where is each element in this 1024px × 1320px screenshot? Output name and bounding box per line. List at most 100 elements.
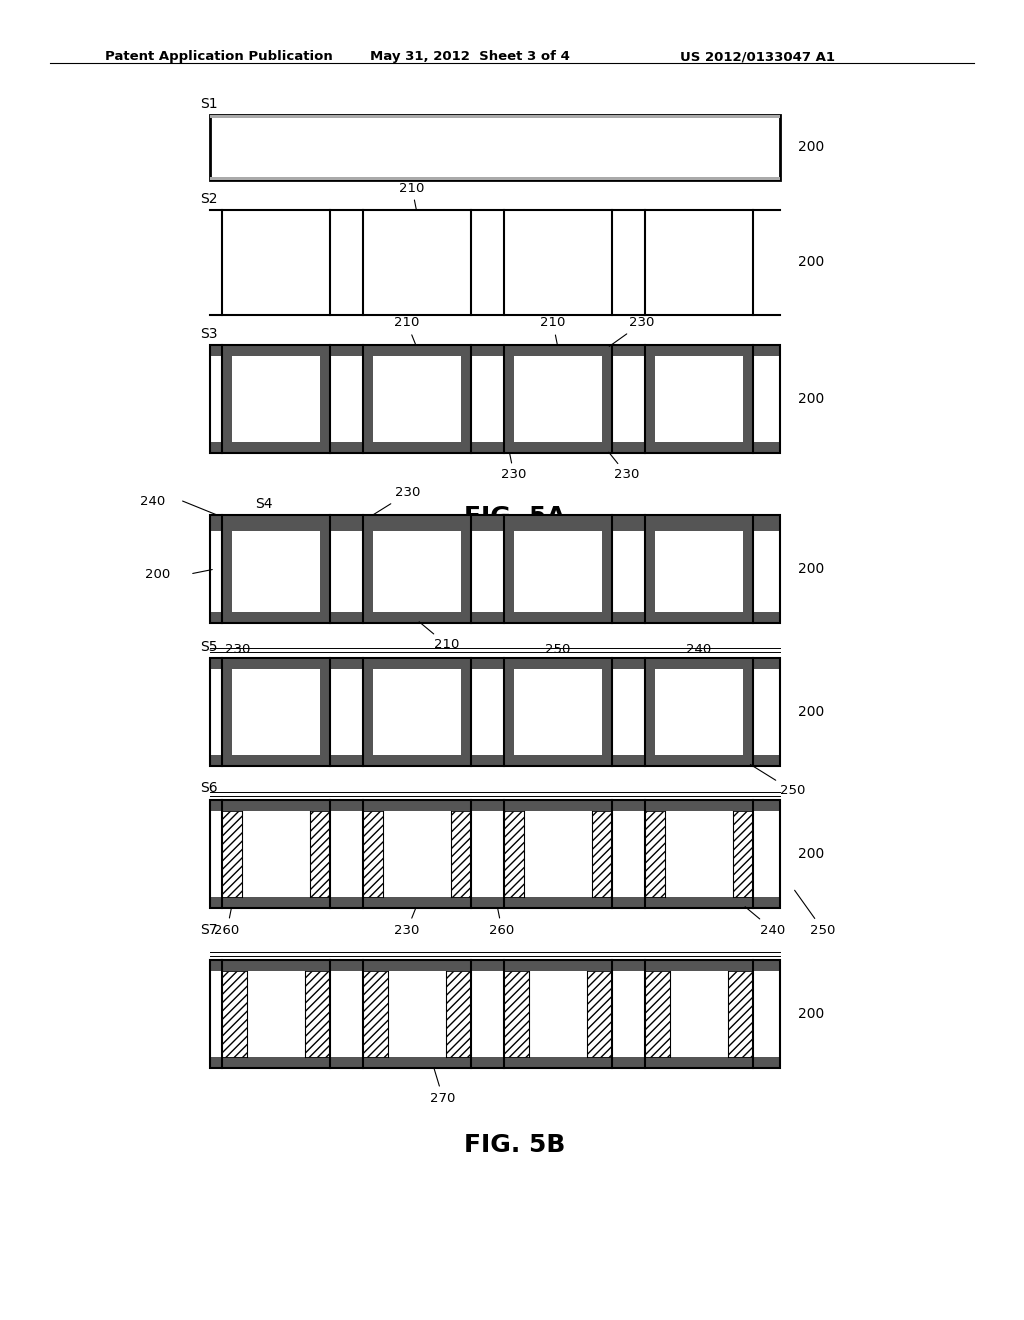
- Bar: [461, 345, 471, 453]
- Bar: [743, 657, 753, 766]
- Text: 230: 230: [371, 487, 421, 516]
- Text: S7: S7: [200, 923, 217, 937]
- Bar: [210, 515, 780, 623]
- Bar: [210, 612, 780, 623]
- Bar: [529, 972, 587, 1057]
- Text: 250: 250: [795, 890, 836, 936]
- Text: US 2012/0133047 A1: US 2012/0133047 A1: [680, 50, 835, 63]
- Bar: [373, 356, 461, 442]
- Bar: [362, 657, 373, 766]
- Bar: [319, 657, 330, 766]
- Bar: [655, 356, 743, 442]
- Text: 200: 200: [798, 562, 824, 576]
- Bar: [222, 520, 232, 623]
- Bar: [373, 531, 461, 612]
- Text: 200: 200: [798, 255, 824, 269]
- Text: S6: S6: [200, 781, 218, 795]
- Text: 250: 250: [751, 764, 806, 797]
- Bar: [305, 972, 330, 1057]
- Bar: [232, 356, 319, 442]
- Bar: [247, 972, 305, 1057]
- Text: May 31, 2012  Sheet 3 of 4: May 31, 2012 Sheet 3 of 4: [370, 50, 570, 63]
- Text: 200: 200: [798, 847, 824, 861]
- Bar: [602, 520, 612, 623]
- Bar: [210, 800, 780, 810]
- Bar: [210, 115, 780, 117]
- Text: S5: S5: [200, 640, 217, 653]
- Bar: [592, 810, 612, 898]
- Bar: [222, 972, 247, 1057]
- Text: 240: 240: [686, 643, 712, 656]
- Bar: [645, 345, 655, 453]
- Bar: [514, 531, 602, 612]
- Bar: [210, 800, 780, 908]
- Bar: [524, 810, 592, 898]
- Bar: [743, 520, 753, 623]
- Text: 230: 230: [225, 643, 251, 656]
- Text: 240: 240: [745, 907, 785, 936]
- Bar: [645, 810, 665, 898]
- Bar: [451, 810, 471, 898]
- Text: 200: 200: [798, 705, 824, 719]
- Bar: [242, 810, 310, 898]
- Text: 230: 230: [609, 317, 654, 346]
- Text: S3: S3: [200, 327, 217, 341]
- Bar: [319, 345, 330, 453]
- Bar: [645, 657, 655, 766]
- Bar: [210, 177, 780, 180]
- Bar: [446, 972, 471, 1057]
- Text: 230: 230: [394, 908, 420, 936]
- Text: 230: 230: [608, 453, 640, 482]
- Text: S4: S4: [255, 498, 272, 511]
- Bar: [222, 810, 242, 898]
- Text: 210: 210: [541, 317, 565, 346]
- Bar: [670, 972, 728, 1057]
- Bar: [383, 810, 451, 898]
- Bar: [461, 657, 471, 766]
- Text: 210: 210: [419, 622, 460, 652]
- Bar: [743, 345, 753, 453]
- Text: 200: 200: [798, 1007, 824, 1020]
- Bar: [210, 345, 780, 453]
- Bar: [514, 356, 602, 442]
- Bar: [362, 972, 388, 1057]
- Bar: [733, 810, 753, 898]
- Bar: [655, 531, 743, 612]
- Bar: [587, 972, 612, 1057]
- Bar: [602, 657, 612, 766]
- Bar: [210, 755, 780, 766]
- Bar: [466, 515, 471, 623]
- Text: 210: 210: [394, 317, 420, 346]
- Bar: [645, 520, 655, 623]
- Text: S1: S1: [200, 96, 218, 111]
- Bar: [607, 515, 612, 623]
- Bar: [504, 345, 514, 453]
- Text: 270: 270: [430, 1068, 456, 1105]
- Text: S2: S2: [200, 191, 217, 206]
- Bar: [504, 520, 514, 623]
- Bar: [210, 520, 780, 531]
- Text: 210: 210: [399, 181, 425, 210]
- Bar: [210, 515, 780, 520]
- Bar: [504, 515, 509, 623]
- Bar: [210, 960, 780, 972]
- Bar: [222, 345, 232, 453]
- Bar: [222, 657, 232, 766]
- Bar: [514, 669, 602, 755]
- Text: 250: 250: [546, 643, 570, 656]
- Text: 200: 200: [798, 392, 824, 407]
- Bar: [310, 810, 330, 898]
- Text: 200: 200: [798, 140, 824, 154]
- Bar: [210, 898, 780, 908]
- Bar: [210, 115, 780, 180]
- Text: 240: 240: [140, 495, 165, 508]
- Text: FIG. 5B: FIG. 5B: [464, 1133, 565, 1158]
- Bar: [665, 810, 733, 898]
- Bar: [728, 972, 753, 1057]
- Bar: [362, 810, 383, 898]
- Bar: [325, 515, 330, 623]
- Bar: [232, 531, 319, 612]
- Bar: [210, 657, 780, 669]
- Bar: [362, 515, 368, 623]
- Bar: [210, 960, 780, 1068]
